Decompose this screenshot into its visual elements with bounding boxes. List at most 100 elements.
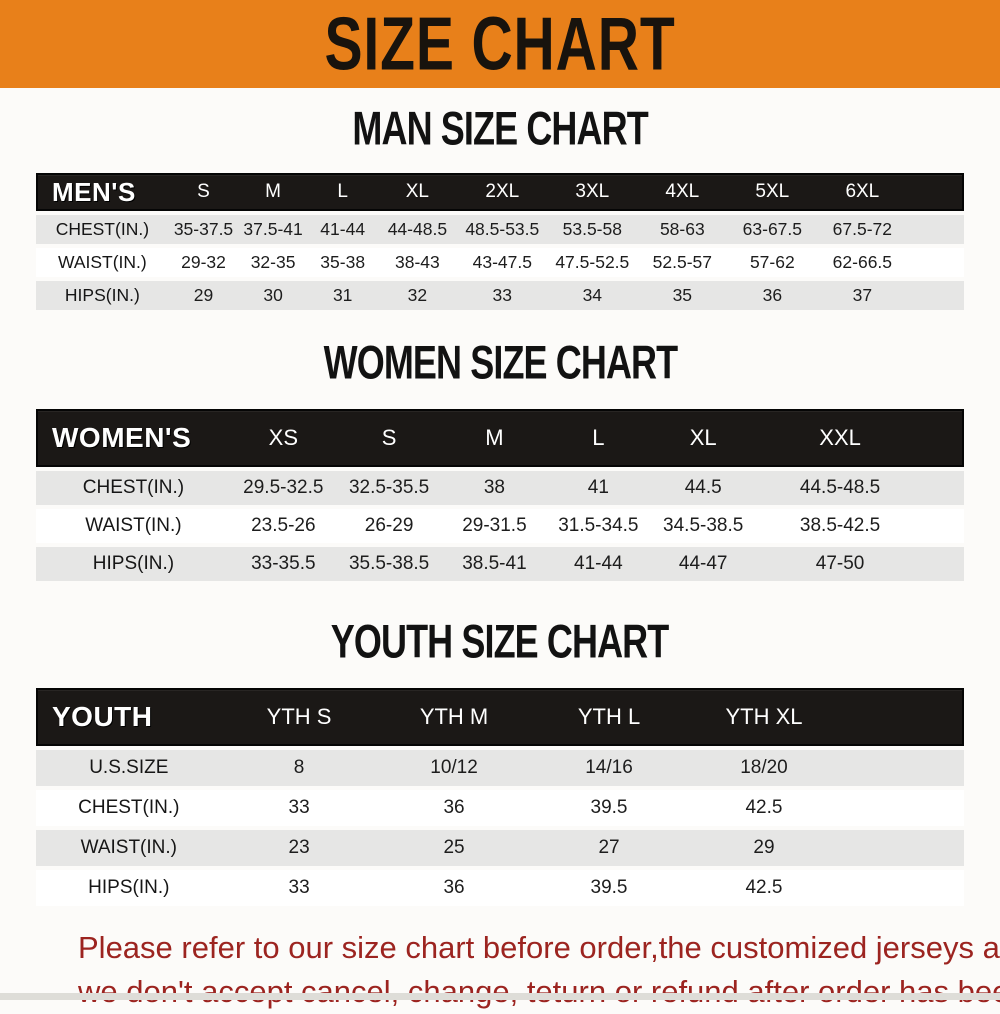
women-size-value: 29-31.5 (442, 509, 547, 543)
men-size-column-header: L (307, 173, 378, 211)
youth-size-value: 39.5 (531, 870, 687, 906)
men-measure-row: WAIST(IN.) 29-32 32-35 35-38 38-43 43-47.5 47.… (36, 248, 964, 277)
men-size-value: 35-37.5 (168, 215, 239, 244)
women-size-value: 34.5-38.5 (650, 509, 757, 543)
women-row-filler (924, 547, 964, 581)
youth-size-value: 29 (686, 830, 842, 866)
women-header-filler (924, 409, 964, 467)
women-section-heading: WOMEN SIZE CHART (36, 337, 964, 395)
youth-row-filler (841, 790, 964, 826)
women-row-filler (924, 471, 964, 505)
women-size-column-header: M (442, 409, 547, 467)
men-size-value: 32 (377, 281, 458, 310)
men-measure-row: CHEST(IN.) 35-37.5 37.5-41 41-44 44-48.5 48.5… (36, 215, 964, 244)
youth-size-column-header: YTH M (376, 688, 532, 746)
order-notice-line2: we don't accept cancel, change, teturn o… (78, 974, 1000, 1010)
women-size-column-header: XL (650, 409, 757, 467)
men-size-table: MEN'S S M L XL 2XL 3XL 4XL 5XL 6XL CHEST(IN.) 35-37… (36, 169, 964, 314)
women-section-heading-text: WOMEN SIZE CHART (323, 337, 677, 389)
youth-size-value: 10/12 (376, 750, 532, 786)
women-size-column-header: S (335, 409, 443, 467)
men-size-value: 37.5-41 (238, 215, 308, 244)
order-notice-line1: Please refer to our size chart before or… (78, 930, 1000, 965)
men-size-value: 58-63 (637, 215, 728, 244)
men-section-heading: MAN SIZE CHART (36, 103, 964, 161)
men-size-value: 29-32 (168, 248, 239, 277)
youth-measure-row: HIPS(IN.) 33 36 39.5 42.5 (36, 870, 964, 906)
men-size-value: 63-67.5 (727, 215, 818, 244)
men-size-value: 30 (238, 281, 308, 310)
men-size-value: 53.5-58 (547, 215, 638, 244)
women-size-value: 44.5 (650, 471, 757, 505)
youth-size-value: 25 (376, 830, 532, 866)
men-row-filler (907, 248, 964, 277)
youth-size-value: 36 (376, 870, 532, 906)
women-measure-row: HIPS(IN.) 33-35.5 35.5-38.5 38.5-41 41-44 44-… (36, 547, 964, 581)
men-size-column-header: 3XL (547, 173, 638, 211)
banner-title: SIZE CHART (324, 2, 676, 86)
women-size-table: WOMEN'S XS S M L XL XXL CHEST(IN.) 29.5-32.5 32.5… (36, 405, 964, 585)
youth-section-heading-text: YOUTH SIZE CHART (331, 616, 670, 668)
women-size-value: 35.5-38.5 (335, 547, 443, 581)
men-header-row: MEN'S S M L XL 2XL 3XL 4XL 5XL 6XL (36, 173, 964, 211)
youth-group-label: YOUTH (36, 688, 222, 746)
youth-size-value: 18/20 (686, 750, 842, 786)
men-size-value: 37 (817, 281, 908, 310)
women-size-value: 26-29 (335, 509, 443, 543)
men-row-filler (907, 215, 964, 244)
women-size-value: 41-44 (546, 547, 651, 581)
youth-size-column-header: YTH S (221, 688, 377, 746)
men-size-value: 35 (637, 281, 728, 310)
youth-size-value: 42.5 (686, 870, 842, 906)
women-size-column-header: XXL (756, 409, 925, 467)
men-row-label: HIPS(IN.) (36, 281, 169, 310)
men-size-value: 47.5-52.5 (547, 248, 638, 277)
men-group-label: MEN'S (36, 173, 169, 211)
youth-size-value: 23 (221, 830, 377, 866)
men-size-value: 67.5-72 (817, 215, 908, 244)
women-size-value: 32.5-35.5 (335, 471, 443, 505)
youth-size-value: 33 (221, 870, 377, 906)
women-header-row: WOMEN'S XS S M L XL XXL (36, 409, 964, 467)
men-header-filler (907, 173, 964, 211)
men-size-section: MAN SIZE CHART MEN'S S M L XL 2XL 3XL 4XL 5XL 6XL… (36, 103, 964, 314)
men-size-column-header: 6XL (817, 173, 908, 211)
men-size-column-header: 4XL (637, 173, 728, 211)
youth-row-filler (841, 750, 964, 786)
youth-size-section: YOUTH SIZE CHART YOUTH YTH S YTH M YTH L YTH… (36, 616, 964, 910)
youth-header-filler (841, 688, 964, 746)
youth-row-filler (841, 830, 964, 866)
men-size-value: 52.5-57 (637, 248, 728, 277)
women-size-value: 44.5-48.5 (756, 471, 925, 505)
youth-size-value: 8 (221, 750, 377, 786)
men-size-column-header: M (238, 173, 308, 211)
youth-row-label: CHEST(IN.) (36, 790, 222, 826)
women-row-filler (924, 509, 964, 543)
youth-size-value: 33 (221, 790, 377, 826)
youth-row-label: WAIST(IN.) (36, 830, 222, 866)
youth-row-filler (841, 870, 964, 906)
men-row-filler (907, 281, 964, 310)
youth-section-heading: YOUTH SIZE CHART (36, 616, 964, 674)
youth-header-row: YOUTH YTH S YTH M YTH L YTH XL (36, 688, 964, 746)
women-row-label: WAIST(IN.) (36, 509, 231, 543)
women-size-value: 47-50 (756, 547, 925, 581)
women-size-column-header: XS (230, 409, 336, 467)
women-size-value: 38.5-41 (442, 547, 547, 581)
men-size-column-header: S (168, 173, 239, 211)
women-measure-row: CHEST(IN.) 29.5-32.5 32.5-35.5 38 41 44.5 44.5… (36, 471, 964, 505)
men-size-value: 32-35 (238, 248, 308, 277)
youth-size-value: 39.5 (531, 790, 687, 826)
men-size-value: 38-43 (377, 248, 458, 277)
women-group-label: WOMEN'S (36, 409, 231, 467)
men-size-value: 44-48.5 (377, 215, 458, 244)
men-size-value: 35-38 (307, 248, 378, 277)
men-size-column-header: 2XL (457, 173, 548, 211)
bottom-edge-strip (0, 993, 1000, 1000)
men-size-column-header: XL (377, 173, 458, 211)
men-row-label: CHEST(IN.) (36, 215, 169, 244)
women-size-section: WOMEN SIZE CHART WOMEN'S XS S M L XL XXL CHEST(… (36, 337, 964, 585)
women-size-value: 23.5-26 (230, 509, 336, 543)
women-size-value: 29.5-32.5 (230, 471, 336, 505)
women-size-value: 44-47 (650, 547, 757, 581)
